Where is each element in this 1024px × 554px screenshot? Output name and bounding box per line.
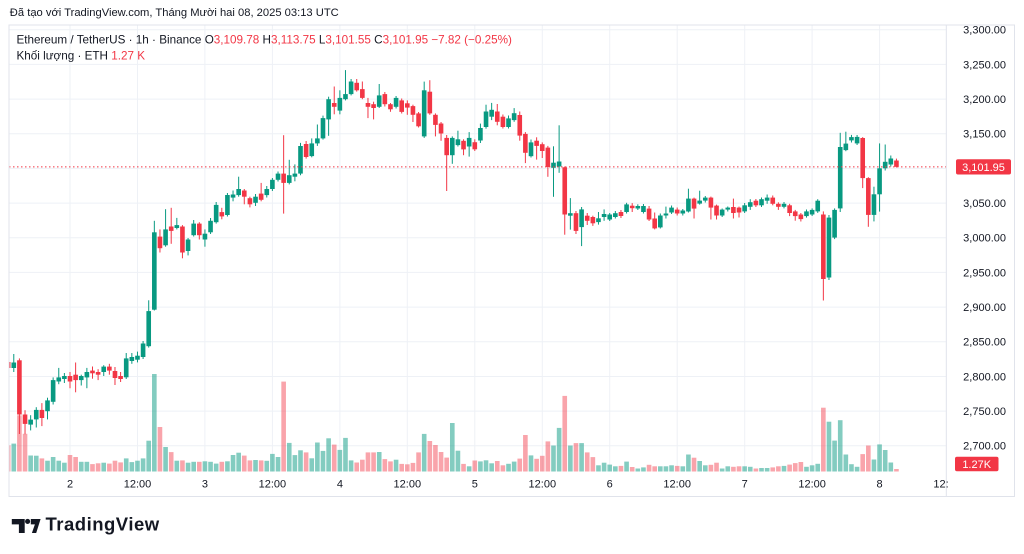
svg-text:3,150.00: 3,150.00 <box>963 129 1006 141</box>
svg-text:12:00: 12:00 <box>529 479 557 491</box>
svg-text:2,900.00: 2,900.00 <box>963 302 1006 314</box>
svg-text:5: 5 <box>472 479 478 491</box>
svg-text:12:00: 12:00 <box>124 479 152 491</box>
svg-text:2,850.00: 2,850.00 <box>963 337 1006 349</box>
svg-text:TradingView: TradingView <box>46 514 160 535</box>
svg-text:3,300.00: 3,300.00 <box>963 25 1006 37</box>
svg-text:Khối lượng · ETH 1.27 K: Khối lượng · ETH 1.27 K <box>17 49 146 62</box>
svg-text:3: 3 <box>202 479 208 491</box>
svg-text:12:00: 12:00 <box>663 479 691 491</box>
svg-text:3,200.00: 3,200.00 <box>963 94 1006 106</box>
svg-text:4: 4 <box>337 479 343 491</box>
svg-text:3,050.00: 3,050.00 <box>963 198 1006 210</box>
svg-text:3,250.00: 3,250.00 <box>963 59 1006 71</box>
svg-text:Ethereum / TetherUS · 1h · Bin: Ethereum / TetherUS · 1h · Binance O3,10… <box>17 33 513 46</box>
svg-text:7: 7 <box>742 479 748 491</box>
svg-text:12:00: 12:00 <box>798 479 826 491</box>
svg-text:12:00: 12:00 <box>933 479 961 491</box>
svg-text:2,800.00: 2,800.00 <box>963 371 1006 383</box>
svg-text:3,101.95: 3,101.95 <box>962 162 1005 174</box>
svg-text:12:00: 12:00 <box>394 479 422 491</box>
svg-text:2: 2 <box>67 479 73 491</box>
svg-text:1.27K: 1.27K <box>962 459 991 471</box>
svg-text:2,750.00: 2,750.00 <box>963 406 1006 418</box>
svg-text:8: 8 <box>877 479 883 491</box>
svg-text:3,000.00: 3,000.00 <box>963 233 1006 245</box>
svg-text:2,950.00: 2,950.00 <box>963 267 1006 279</box>
svg-text:6: 6 <box>607 479 613 491</box>
svg-text:12:00: 12:00 <box>259 479 287 491</box>
svg-text:2,700.00: 2,700.00 <box>963 441 1006 453</box>
svg-text:Đã tạo với TradingView.com, Th: Đã tạo với TradingView.com, Tháng Mười h… <box>10 7 339 19</box>
